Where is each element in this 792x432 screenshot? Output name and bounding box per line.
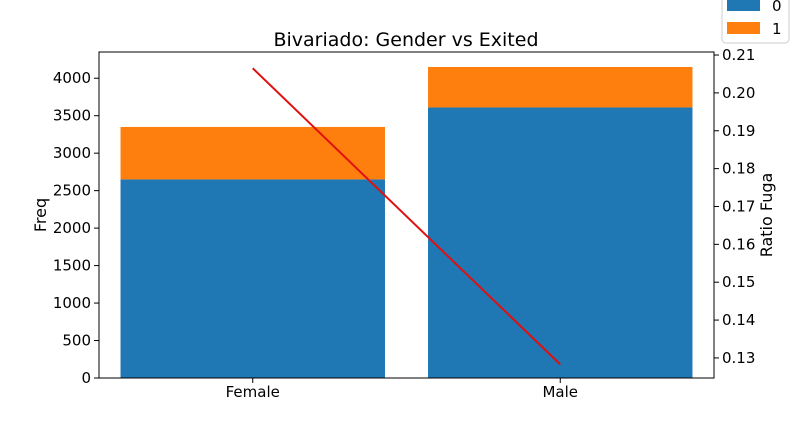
chart-title: Bivariado: Gender vs Exited bbox=[273, 29, 538, 51]
y-tick-label: 3000 bbox=[53, 144, 91, 162]
bar-female-series-1 bbox=[120, 126, 385, 180]
y-tick-label: 500 bbox=[62, 332, 91, 350]
y-tick-label: 1500 bbox=[53, 257, 91, 275]
y-axis-label: Freq bbox=[31, 198, 50, 232]
x-axis-ticks: Female Male bbox=[226, 378, 578, 401]
y2-tick-label: 0.13 bbox=[722, 349, 755, 367]
legend-label-0: 0 bbox=[772, 0, 782, 15]
y2-tick-label: 0.14 bbox=[722, 311, 755, 329]
y2-tick-label: 0.18 bbox=[722, 160, 755, 178]
plot-frame bbox=[98, 51, 715, 379]
y2-tick-label: 0.17 bbox=[722, 197, 755, 215]
x-tick-label-male: Male bbox=[542, 383, 578, 401]
x-tick-label-female: Female bbox=[226, 383, 280, 401]
legend-label-1: 1 bbox=[772, 20, 782, 38]
y-tick-label: 2500 bbox=[53, 182, 91, 200]
y-tick-label: 2000 bbox=[53, 219, 91, 237]
y2-tick-label: 0.15 bbox=[722, 273, 755, 291]
bar-male-series-1 bbox=[428, 66, 693, 108]
y2-axis-label: Ratio Fuga bbox=[757, 173, 776, 258]
legend-swatch-0 bbox=[727, 0, 760, 11]
y2-tick-label: 0.16 bbox=[722, 235, 755, 253]
y-axis-ticks: 0 500 1000 1500 2000 2500 3000 3500 4000 bbox=[53, 69, 99, 387]
y-tick-label: 1000 bbox=[53, 294, 91, 312]
ratio-line-layer bbox=[252, 67, 561, 366]
legend: 01 bbox=[721, 0, 790, 44]
y2-axis-ticks: 0.13 0.14 0.15 0.16 0.17 0.18 0.19 0.20 0.21 bbox=[714, 46, 755, 367]
bar-female-series-0 bbox=[120, 179, 385, 378]
legend-swatch-1 bbox=[727, 22, 760, 34]
bars-layer bbox=[120, 66, 693, 379]
ratio-line bbox=[252, 67, 561, 366]
y-tick-label: 0 bbox=[81, 369, 91, 387]
y2-tick-label: 0.19 bbox=[722, 122, 755, 140]
y-tick-label: 4000 bbox=[53, 69, 91, 87]
y-tick-label: 3500 bbox=[53, 107, 91, 125]
bar-male-series-0 bbox=[428, 107, 693, 379]
y2-tick-label: 0.21 bbox=[722, 46, 755, 64]
y2-tick-label: 0.20 bbox=[722, 84, 755, 102]
